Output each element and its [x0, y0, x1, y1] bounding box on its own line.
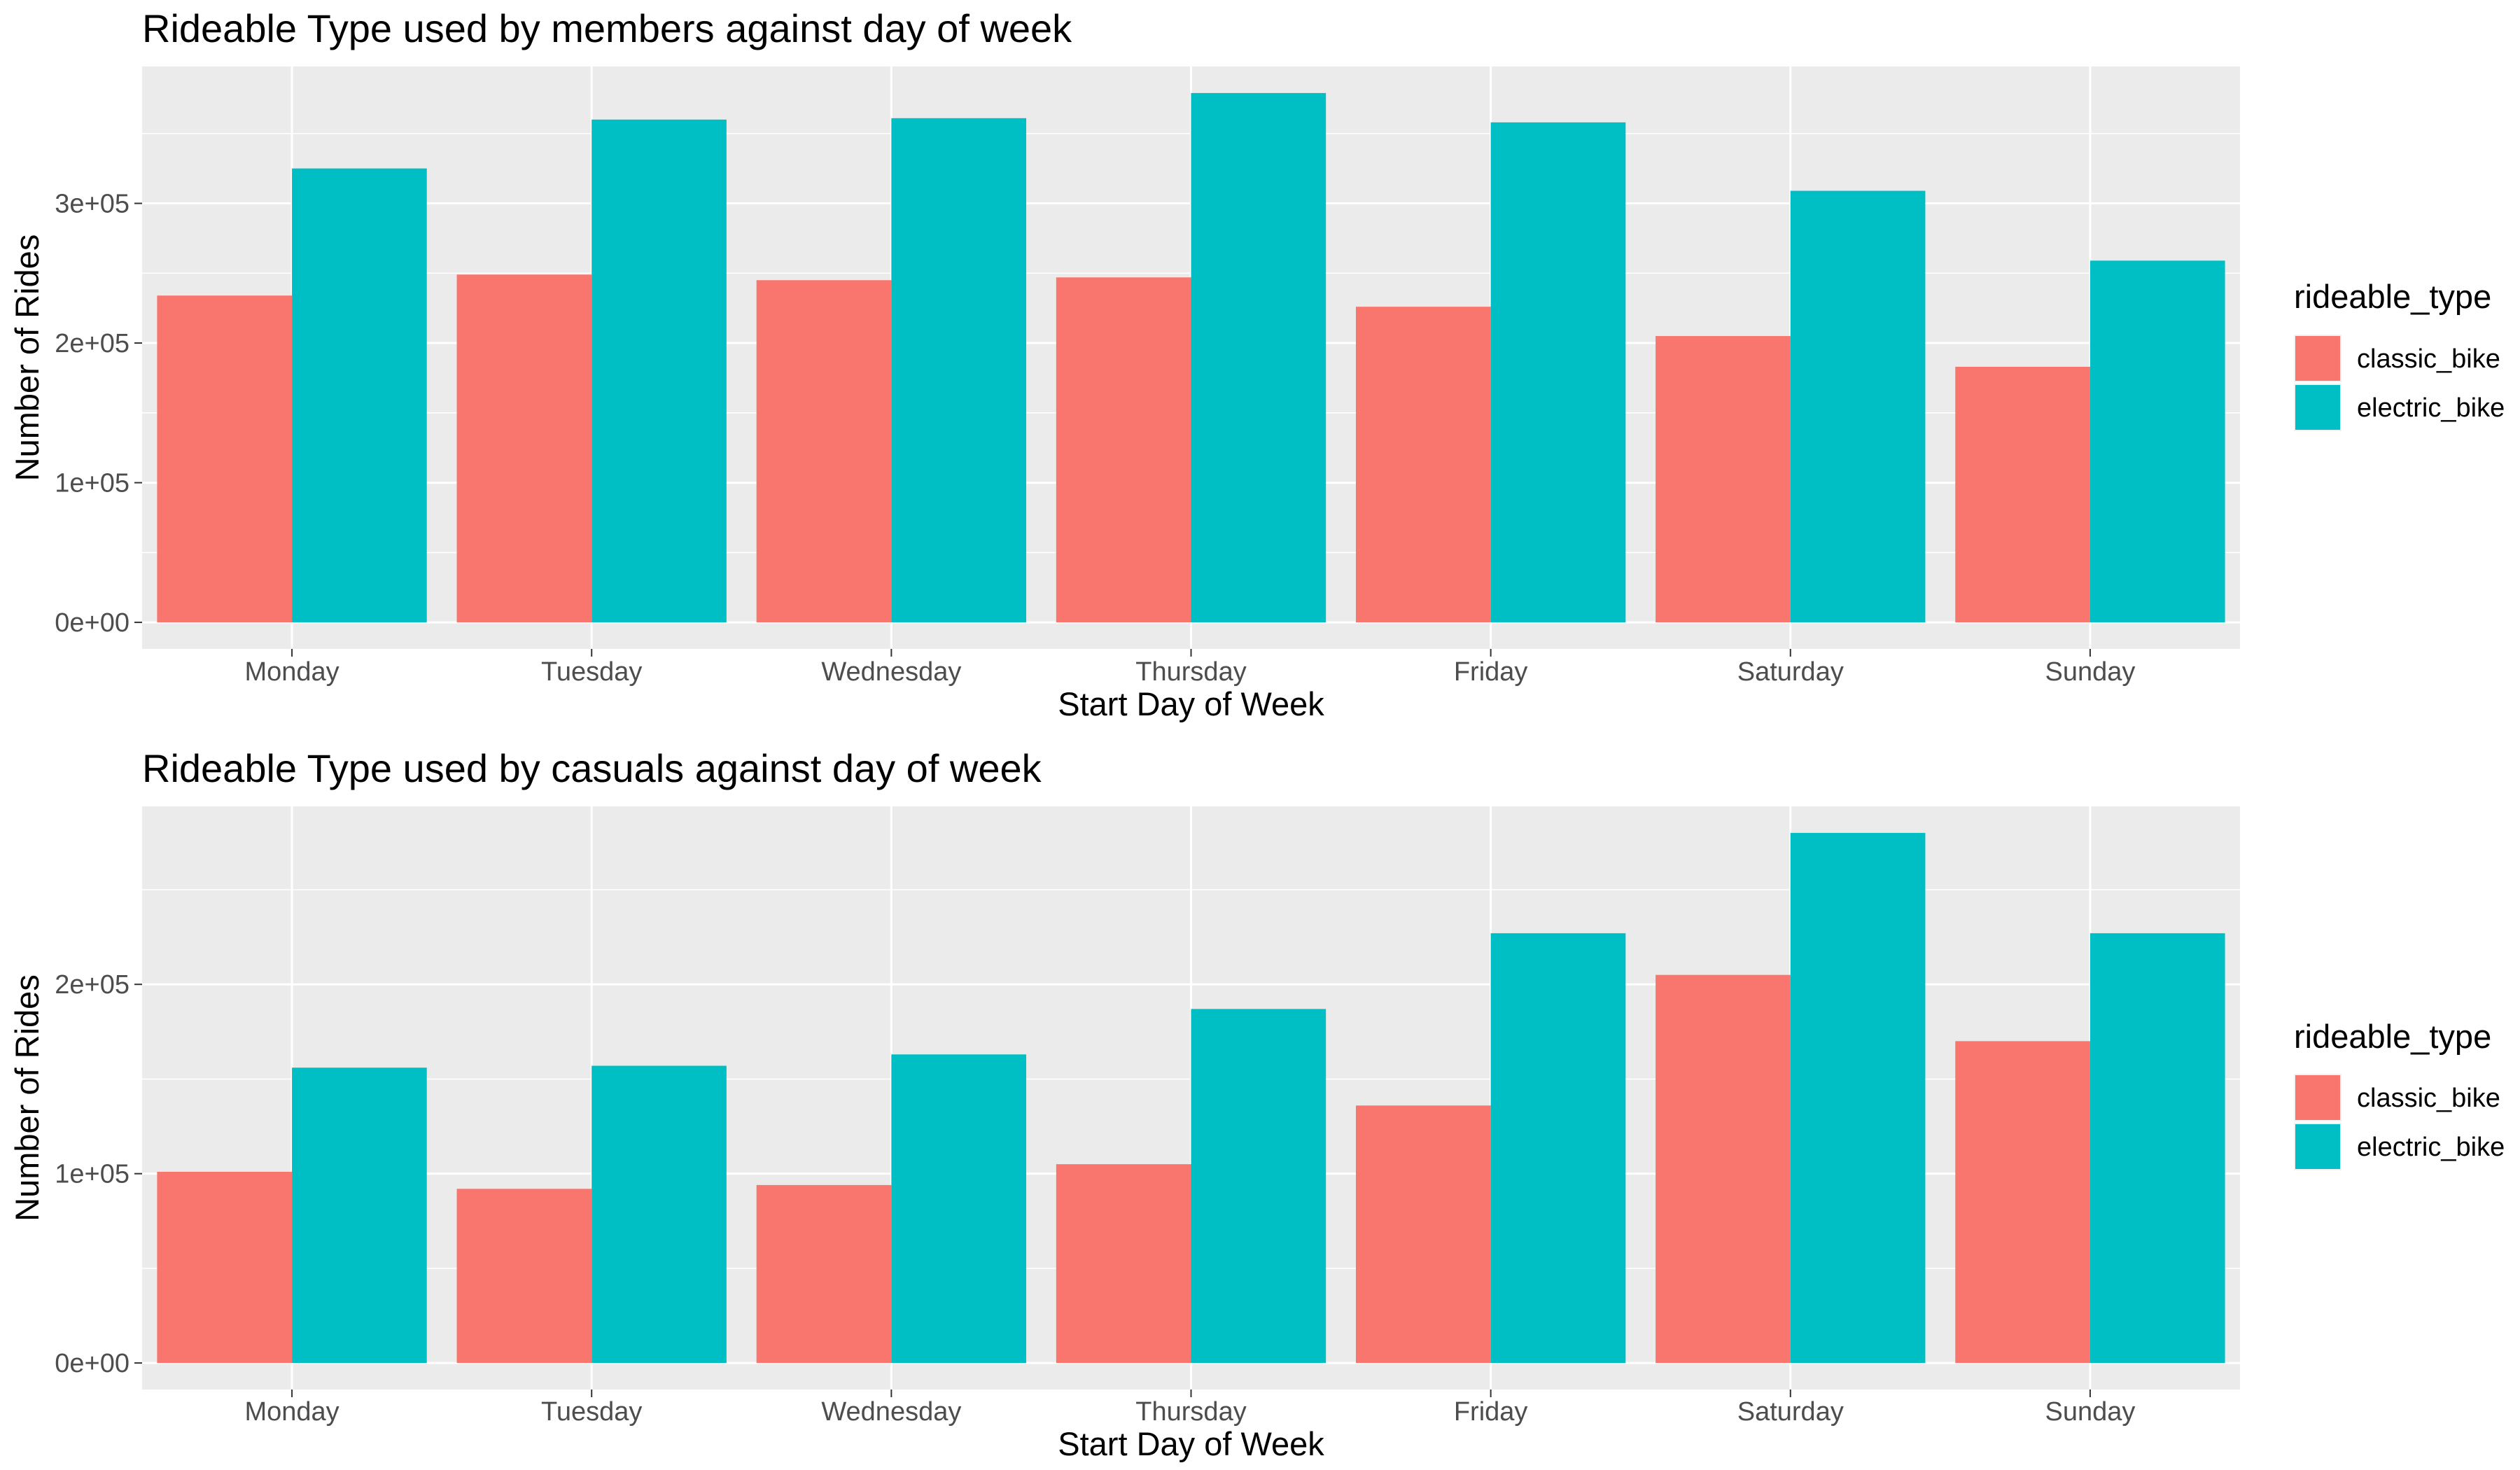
legend-label-classic_bike: classic_bike	[2357, 344, 2500, 374]
chart-1: Rideable Type used by members against da…	[8, 6, 2505, 722]
x-tick-label: Thursday	[1135, 1397, 1246, 1427]
legend-title: rideable_type	[2294, 1018, 2491, 1055]
legend-title: rideable_type	[2294, 278, 2491, 315]
bar-classic_bike-wednesday	[756, 1184, 892, 1364]
legend-swatch-classic_bike	[2295, 336, 2340, 381]
bar-classic_bike-sunday	[1955, 1041, 2090, 1364]
x-tick-label: Wednesday	[821, 1397, 961, 1427]
bar-classic_bike-wednesday	[756, 280, 892, 623]
bar-electric_bike-saturday	[1790, 190, 1926, 623]
x-tick-label: Saturday	[1737, 657, 1844, 687]
x-tick-label: Monday	[244, 1397, 339, 1427]
legend-swatch-electric_bike	[2295, 1124, 2340, 1169]
bar-classic_bike-tuesday	[456, 274, 592, 623]
legend-label-electric_bike: electric_bike	[2357, 1133, 2505, 1162]
chart-title: Rideable Type used by members against da…	[142, 6, 1072, 50]
bar-classic_bike-thursday	[1056, 1164, 1191, 1364]
y-tick-label: 1e+05	[55, 469, 130, 498]
x-tick-label: Monday	[244, 657, 339, 687]
x-tick-label: Thursday	[1135, 657, 1246, 687]
legend-swatch-electric_bike	[2295, 385, 2340, 430]
x-tick-label: Sunday	[2045, 657, 2135, 687]
x-tick-label: Friday	[1454, 657, 1528, 687]
bar-electric_bike-wednesday	[891, 118, 1027, 623]
bar-electric_bike-saturday	[1790, 832, 1926, 1364]
bar-classic_bike-monday	[157, 295, 293, 623]
bar-electric_bike-sunday	[2090, 933, 2225, 1364]
bar-classic_bike-friday	[1355, 307, 1491, 623]
y-tick-label: 0e+00	[55, 1349, 130, 1378]
chart-2: Rideable Type used by casuals against da…	[8, 746, 2505, 1462]
bar-electric_bike-thursday	[1191, 92, 1326, 623]
legend: rideable_type classic_bike electric_bike	[2294, 1018, 2505, 1170]
bar-electric_bike-wednesday	[891, 1054, 1027, 1364]
legend-swatch-classic_bike	[2295, 1075, 2340, 1120]
x-tick-label: Wednesday	[821, 657, 961, 687]
x-axis-title: Start Day of Week	[1058, 1425, 1324, 1462]
x-tick-label: Sunday	[2045, 1397, 2135, 1427]
bar-classic_bike-saturday	[1656, 336, 1791, 623]
bar-classic_bike-monday	[157, 1171, 293, 1364]
bar-electric_bike-tuesday	[592, 119, 727, 623]
bar-classic_bike-thursday	[1056, 277, 1191, 623]
y-axis-title: Number of Rides	[8, 234, 46, 482]
x-axis-title: Start Day of Week	[1058, 685, 1324, 722]
y-tick-label: 2e+05	[55, 329, 130, 358]
y-tick-label: 3e+05	[55, 190, 130, 219]
bar-electric_bike-monday	[292, 1068, 427, 1364]
bar-classic_bike-tuesday	[456, 1189, 592, 1364]
legend-label-classic_bike: classic_bike	[2357, 1084, 2500, 1113]
legend-label-electric_bike: electric_bike	[2357, 393, 2505, 423]
x-tick-label: Tuesday	[541, 657, 642, 687]
y-tick-label: 0e+00	[55, 608, 130, 638]
bar-classic_bike-sunday	[1955, 366, 2090, 623]
y-axis-title: Number of Rides	[8, 974, 46, 1222]
bar-electric_bike-sunday	[2090, 260, 2225, 623]
bar-electric_bike-tuesday	[592, 1065, 727, 1364]
bar-electric_bike-friday	[1490, 122, 1626, 623]
bar-electric_bike-thursday	[1191, 1009, 1326, 1364]
x-tick-label: Friday	[1454, 1397, 1528, 1427]
y-tick-label: 1e+05	[55, 1160, 130, 1189]
chart-title: Rideable Type used by casuals against da…	[142, 746, 1042, 790]
bar-electric_bike-friday	[1490, 933, 1626, 1364]
bar-classic_bike-friday	[1355, 1105, 1491, 1364]
bar-electric_bike-monday	[292, 168, 427, 623]
x-tick-label: Tuesday	[541, 1397, 642, 1427]
legend: rideable_type classic_bike electric_bike	[2294, 278, 2505, 431]
x-tick-label: Saturday	[1737, 1397, 1844, 1427]
y-tick-label: 2e+05	[55, 970, 130, 1000]
bar-classic_bike-saturday	[1656, 974, 1791, 1364]
